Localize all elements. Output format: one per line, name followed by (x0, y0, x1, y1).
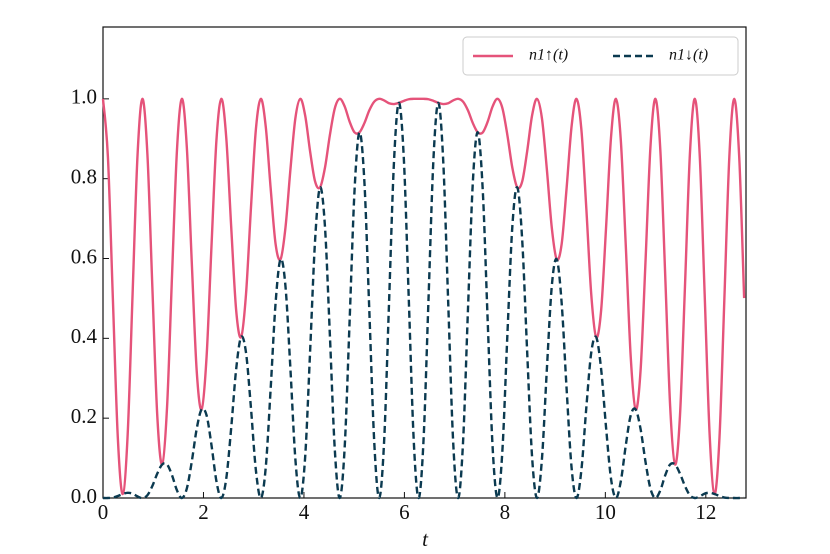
x-axis-label: t (422, 527, 429, 551)
series-line (102, 101, 745, 500)
series-line (101, 97, 746, 496)
x-tick-label: 6 (399, 500, 410, 524)
y-tick-label: 0.0 (71, 484, 97, 508)
y-tick-label: 0.6 (71, 244, 97, 268)
x-tick-label: 10 (595, 500, 616, 524)
legend-box (462, 36, 739, 76)
legend-label: n1↓(t) (669, 47, 708, 64)
x-tick-label: 4 (299, 500, 310, 524)
x-tick-label: 0 (98, 500, 109, 524)
legend-label: n1↑(t) (529, 47, 568, 64)
plot-frame (102, 26, 747, 499)
x-tick-label: 12 (695, 500, 716, 524)
y-tick-label: 1.0 (71, 85, 97, 109)
y-tick-label: 0.4 (71, 324, 98, 348)
x-tick-label: 2 (198, 500, 209, 524)
y-tick-label: 0.8 (71, 164, 97, 188)
x-tick-label: 8 (500, 500, 511, 524)
y-tick-label: 0.2 (71, 404, 97, 428)
